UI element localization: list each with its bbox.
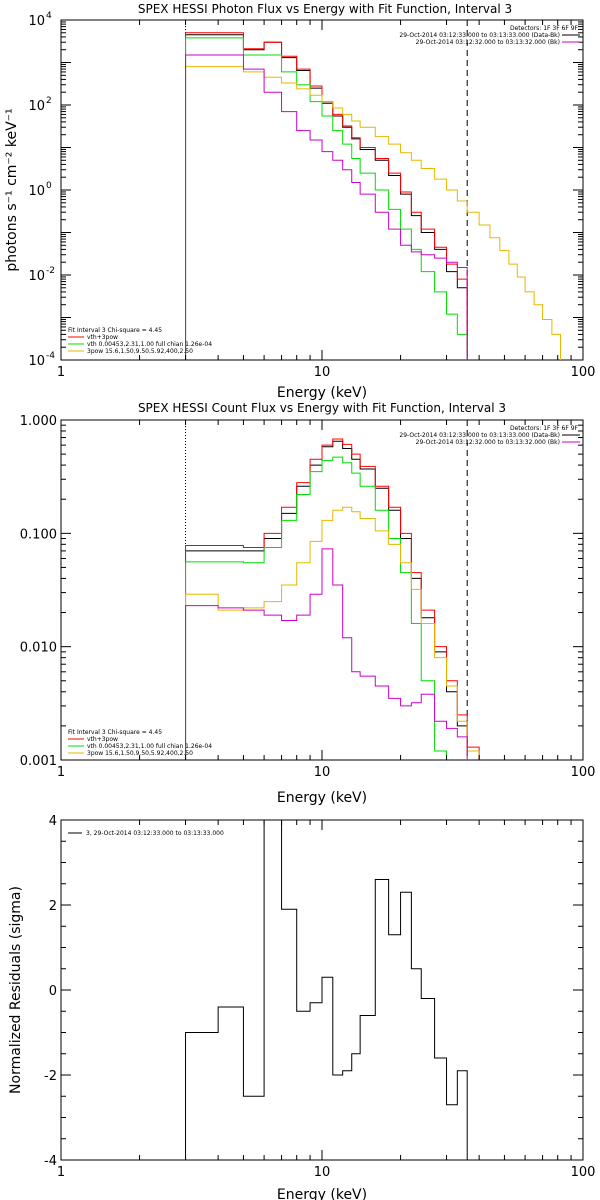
count-flux-y-tick-label: 0.010 xyxy=(20,641,57,656)
residuals-panel: 1 10 100 -4 -2 0 2 4 Energy (keV) Normalized Re… xyxy=(8,814,595,1200)
residuals-y-tick-label: -4 xyxy=(44,1154,57,1169)
count-flux-ticks: 1 10 100 0.001 0.010 0.100 1.000 xyxy=(20,414,596,780)
legend-header: Detectors: 1F 3F 6F 9F xyxy=(510,425,579,432)
residuals-y-tick-label: -2 xyxy=(44,1069,57,1084)
legend-entry-thermal: vth 0.00453,2.31,1.00 full chian 1.26e-0… xyxy=(87,743,212,750)
photon-flux-plot-frame xyxy=(60,19,584,361)
count-flux-x-tick-label: 1 xyxy=(57,765,65,780)
photon-flux-y-tick-exponent: 2 xyxy=(46,96,52,106)
photon-flux-x-tick-label: 1 xyxy=(57,365,65,380)
count-flux-series xyxy=(185,438,480,760)
count-flux-series-background xyxy=(185,548,468,760)
legend-entry-thermal: vth 0.00453,2.31,1.00 full chian 1.26e-0… xyxy=(87,341,212,348)
residuals-series-data xyxy=(185,819,468,1160)
legend-fit-header: Fit Interval 3 Chi-square = 4.45 xyxy=(68,729,162,736)
photon-flux-y-tick-label: 10 xyxy=(28,99,45,114)
count-flux-series-data xyxy=(185,440,480,760)
residuals-y-tick-label: 4 xyxy=(49,814,57,829)
count-flux-y-tick-label: 0.100 xyxy=(20,527,57,542)
residuals-legend: 3, 29-Oct-2014 03:12:33.000 to 03:13:33.… xyxy=(68,830,224,837)
photon-flux-y-tick-label: 10 xyxy=(28,184,45,199)
legend-entry-background: 29-Oct-2014 03:12:32.000 to 03:13:32.000… xyxy=(416,439,560,446)
count-flux-legend-fit: Fit Interval 3 Chi-square = 4.45 vth+3po… xyxy=(68,729,212,757)
count-flux-series-total xyxy=(185,438,480,760)
photon-flux-series-thermal xyxy=(185,37,468,360)
legend-entry-powerlaw: 3pow 15.6,1.50,9.50,5.92,400,2.50 xyxy=(87,750,193,757)
legend-entry-powerlaw: 3pow 15.6,1.50,9.50,5.92,400,2.50 xyxy=(87,348,193,355)
photon-flux-series-total xyxy=(185,32,468,360)
count-flux-legend-detectors: Detectors: 1F 3F 6F 9F 29-Oct-2014 03:12… xyxy=(399,425,580,446)
residuals-x-tick-label: 1 xyxy=(57,1165,65,1180)
photon-flux-title: SPEX HESSI Photon Flux vs Energy with Fi… xyxy=(138,2,512,16)
residuals-x-tick-label: 10 xyxy=(314,1165,331,1180)
count-flux-limit-lines xyxy=(185,420,468,760)
photon-flux-legend-detectors: Detectors: 1F 3F 6F 9F 29-Oct-2014 03:12… xyxy=(399,25,580,46)
photon-flux-legend-fit: Fit Interval 3 Chi-square = 4.45 vth+3po… xyxy=(68,327,212,355)
photon-flux-y-tick-exponent: 4 xyxy=(46,11,52,21)
residuals-ticks: 1 10 100 -4 -2 0 2 4 xyxy=(44,814,595,1180)
count-flux-panel: SPEX HESSI Count Flux vs Energy with Fit… xyxy=(20,401,596,806)
residuals-series xyxy=(185,819,468,1160)
count-flux-series-thermal xyxy=(185,456,448,760)
residuals-x-tick-label: 100 xyxy=(571,1165,596,1180)
legend-entry-data: 29-Oct-2014 03:12:33.000 to 03:13:33.000… xyxy=(399,32,560,39)
legend-entry-data: 29-Oct-2014 03:12:33.000 to 03:13:33.000… xyxy=(399,432,560,439)
photon-flux-series-data xyxy=(185,34,468,360)
legend-entry-total: vth+3pow xyxy=(87,736,118,743)
photon-flux-y-axis-label: photons s⁻¹ cm⁻² keV⁻¹ xyxy=(4,108,20,271)
count-flux-x-tick-label: 10 xyxy=(314,765,331,780)
photon-flux-series-background xyxy=(185,54,468,360)
legend-header: Detectors: 1F 3F 6F 9F xyxy=(510,25,579,32)
photon-flux-series xyxy=(185,32,562,360)
photon-flux-y-tick-exponent: -2 xyxy=(46,266,55,276)
photon-flux-x-axis-label: Energy (keV) xyxy=(277,385,367,401)
photon-flux-x-tick-label: 100 xyxy=(571,365,596,380)
photon-flux-limit-lines xyxy=(185,20,468,360)
legend-entry-residual: 3, 29-Oct-2014 03:12:33.000 to 03:13:33.… xyxy=(86,830,224,837)
photon-flux-y-tick-label: 10 xyxy=(28,14,45,29)
photon-flux-y-tick-exponent: -4 xyxy=(46,351,55,361)
residuals-y-tick-label: 0 xyxy=(49,984,57,999)
count-flux-x-tick-label: 100 xyxy=(571,765,596,780)
photon-flux-x-tick-label: 10 xyxy=(314,365,331,380)
photon-flux-y-tick-label: 10 xyxy=(28,269,45,284)
photon-flux-panel: SPEX HESSI Photon Flux vs Energy with Fi… xyxy=(4,2,595,401)
legend-entry-total: vth+3pow xyxy=(87,334,118,341)
legend-fit-header: Fit Interval 3 Chi-square = 4.45 xyxy=(68,327,162,334)
photon-flux-y-tick-exponent: 0 xyxy=(46,181,52,191)
residuals-y-tick-label: 2 xyxy=(49,899,57,914)
photon-flux-y-tick-label: 10 xyxy=(28,354,45,369)
count-flux-title: SPEX HESSI Count Flux vs Energy with Fit… xyxy=(138,401,506,415)
count-flux-x-axis-label: Energy (keV) xyxy=(277,790,367,806)
residuals-y-axis-label: Normalized Residuals (sigma) xyxy=(8,886,24,1094)
photon-flux-series-powerlaw xyxy=(185,66,562,360)
legend-entry-background: 29-Oct-2014 03:12:32.000 to 03:13:32.000… xyxy=(416,39,560,46)
count-flux-y-tick-label: 1.000 xyxy=(20,414,57,429)
count-flux-y-tick-label: 0.001 xyxy=(20,754,57,769)
residuals-x-axis-label: Energy (keV) xyxy=(277,1187,367,1200)
count-flux-series-powerlaw xyxy=(185,506,480,760)
